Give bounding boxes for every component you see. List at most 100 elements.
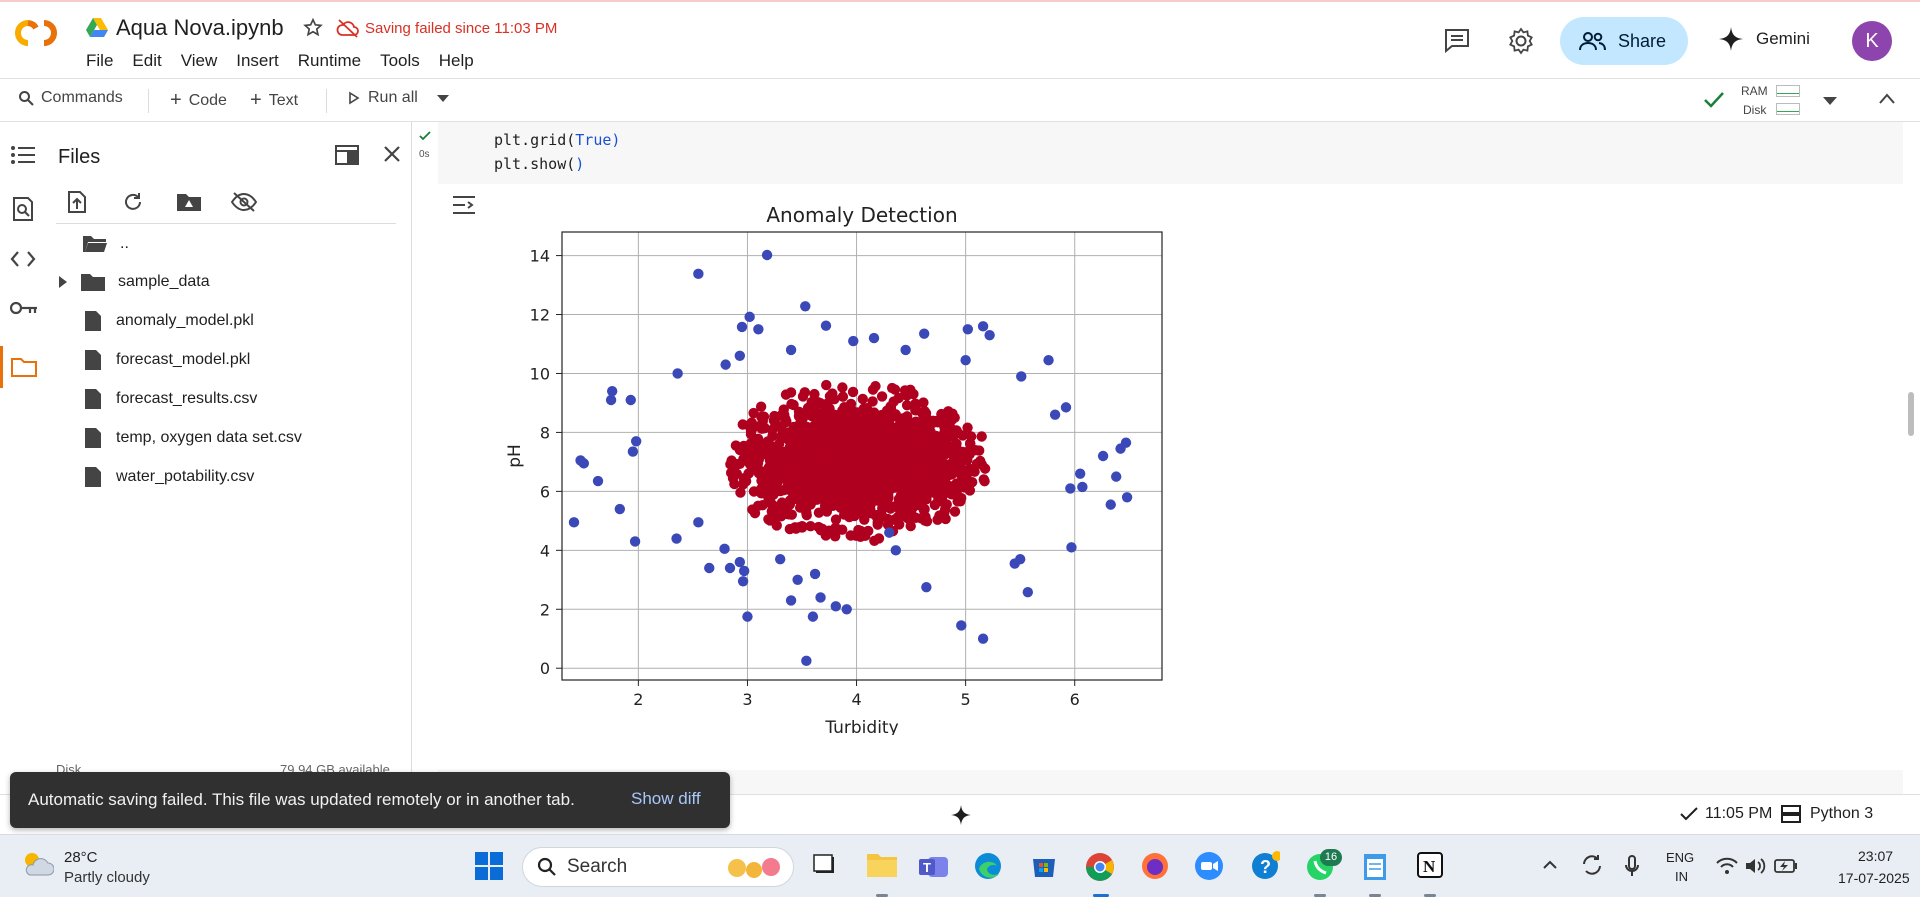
notepad-icon[interactable] <box>1362 851 1388 881</box>
chrome-icon[interactable] <box>1084 851 1116 883</box>
normal-point <box>830 514 842 525</box>
taskbar-clock-time[interactable]: 23:07 <box>1858 848 1894 864</box>
disk-meter[interactable] <box>1776 103 1800 115</box>
x-tick-label: 4 <box>851 690 861 709</box>
menu-tools[interactable]: Tools <box>380 51 420 70</box>
code-cell[interactable]: plt.grid(True) plt.show() <box>438 122 1903 184</box>
teams-icon[interactable]: T <box>918 851 950 881</box>
zoom-icon[interactable] <box>1194 851 1224 881</box>
series-anomaly <box>568 249 1133 667</box>
run-all-dropdown-icon[interactable] <box>437 95 449 103</box>
normal-point <box>854 477 865 489</box>
colab-logo[interactable] <box>14 19 58 47</box>
gear-icon[interactable] <box>1507 27 1535 55</box>
table-of-contents-icon[interactable] <box>10 144 36 166</box>
menu-edit[interactable]: Edit <box>132 51 162 70</box>
taskbar-search[interactable]: Search <box>522 847 794 887</box>
file-name: forecast_results.csv <box>116 390 258 407</box>
file-row-sample-data[interactable]: sample_data <box>46 267 406 297</box>
notebook-scrollbar[interactable] <box>1908 392 1914 436</box>
task-view-icon[interactable] <box>812 851 838 877</box>
firefox-icon[interactable] <box>1140 851 1170 881</box>
last-saved-status[interactable]: 11:05 PM <box>1680 805 1772 823</box>
normal-point <box>904 491 916 503</box>
anomaly-point <box>1016 371 1027 382</box>
windows-start-icon[interactable] <box>474 851 504 881</box>
chevron-up-icon[interactable] <box>1542 860 1558 870</box>
taskbar-clock-date[interactable]: 17-07-2025 <box>1838 870 1910 886</box>
sync-icon[interactable] <box>1580 854 1604 876</box>
anomaly-point <box>742 611 753 622</box>
find-replace-icon[interactable] <box>10 196 36 222</box>
kernel-status[interactable]: Python 3 <box>1781 805 1873 823</box>
notion-icon[interactable]: N <box>1416 851 1444 879</box>
normal-point <box>897 421 909 432</box>
comment-icon[interactable] <box>1443 27 1471 53</box>
code-editor[interactable]: plt.grid(True) plt.show() <box>494 128 620 176</box>
show-diff-button[interactable]: Show diff <box>631 789 701 808</box>
close-icon[interactable] <box>382 144 402 164</box>
key-icon[interactable] <box>10 300 38 316</box>
input-region[interactable]: IN <box>1675 869 1688 884</box>
volume-icon[interactable] <box>1744 857 1766 875</box>
file-name: water_potability.csv <box>116 468 255 485</box>
file-row-parent[interactable]: .. <box>46 229 406 259</box>
file-row-forecast-results[interactable]: forecast_results.csv <box>46 384 406 414</box>
wifi-icon[interactable] <box>1716 857 1738 875</box>
anomaly-point <box>977 321 989 332</box>
input-language[interactable]: ENG <box>1666 850 1695 865</box>
file-row-temp-oxygen[interactable]: temp, oxygen data set.csv <box>46 423 406 453</box>
edge-icon[interactable] <box>973 851 1003 881</box>
menu-insert[interactable]: Insert <box>236 51 279 70</box>
menu-runtime[interactable]: Runtime <box>297 51 362 70</box>
normal-point <box>914 454 926 465</box>
mount-drive-icon[interactable] <box>176 192 202 212</box>
partly-cloudy-icon[interactable] <box>20 849 54 879</box>
open-in-tab-icon[interactable] <box>334 144 360 166</box>
save-status[interactable]: Saving failed since 11:03 PM <box>365 20 558 37</box>
normal-point <box>951 438 962 450</box>
anomaly-point <box>960 355 971 366</box>
anomaly-point <box>704 562 715 574</box>
google-drive-icon[interactable] <box>86 18 108 38</box>
code-snippets-icon[interactable] <box>10 250 36 268</box>
file-row-water-potability[interactable]: water_potability.csv <box>46 462 406 492</box>
help-icon[interactable]: ? <box>1250 851 1280 881</box>
collapse-header-icon[interactable] <box>1878 92 1896 106</box>
menu-help[interactable]: Help <box>438 51 474 70</box>
file-row-anomaly-model[interactable]: anomaly_model.pkl <box>46 306 406 336</box>
anomaly-point <box>977 633 989 644</box>
ram-meter[interactable] <box>1776 85 1800 97</box>
weather-temperature[interactable]: 28°C <box>64 849 98 866</box>
hide-files-icon[interactable] <box>230 191 258 213</box>
commands-button[interactable]: Commands <box>18 89 123 107</box>
gemini-button[interactable]: Gemini <box>1718 26 1810 52</box>
normal-point <box>821 460 832 472</box>
menu-file[interactable]: File <box>86 51 114 70</box>
normal-point <box>941 499 952 510</box>
normal-point <box>883 449 895 460</box>
run-all-label: Run all <box>368 89 418 106</box>
star-icon[interactable] <box>302 17 324 39</box>
weather-description[interactable]: Partly cloudy <box>64 869 150 886</box>
runtime-dropdown-icon[interactable] <box>1823 97 1837 106</box>
share-button[interactable]: Share <box>1560 17 1688 65</box>
expand-arrow-icon[interactable] <box>58 276 68 288</box>
file-row-forecast-model[interactable]: forecast_model.pkl <box>46 345 406 375</box>
gemini-sparkle-icon[interactable] <box>950 804 972 826</box>
add-code-button[interactable]: + Code <box>170 89 227 112</box>
folder-icon[interactable] <box>10 356 38 378</box>
microphone-icon[interactable] <box>1624 854 1640 878</box>
refresh-icon[interactable] <box>122 191 144 213</box>
add-text-button[interactable]: + Text <box>250 89 298 112</box>
notebook-title[interactable]: Aqua Nova.ipynb <box>116 15 284 40</box>
menu-view[interactable]: View <box>180 51 218 70</box>
output-actions-icon[interactable] <box>451 194 477 216</box>
run-all-button[interactable]: Run all <box>348 89 418 107</box>
file-explorer-icon[interactable] <box>866 851 898 879</box>
upload-file-icon[interactable] <box>66 190 88 214</box>
avatar[interactable]: K <box>1852 21 1892 61</box>
y-tick-label: 2 <box>540 600 550 619</box>
battery-charging-icon[interactable] <box>1774 859 1798 873</box>
microsoft-store-icon[interactable] <box>1030 851 1058 879</box>
